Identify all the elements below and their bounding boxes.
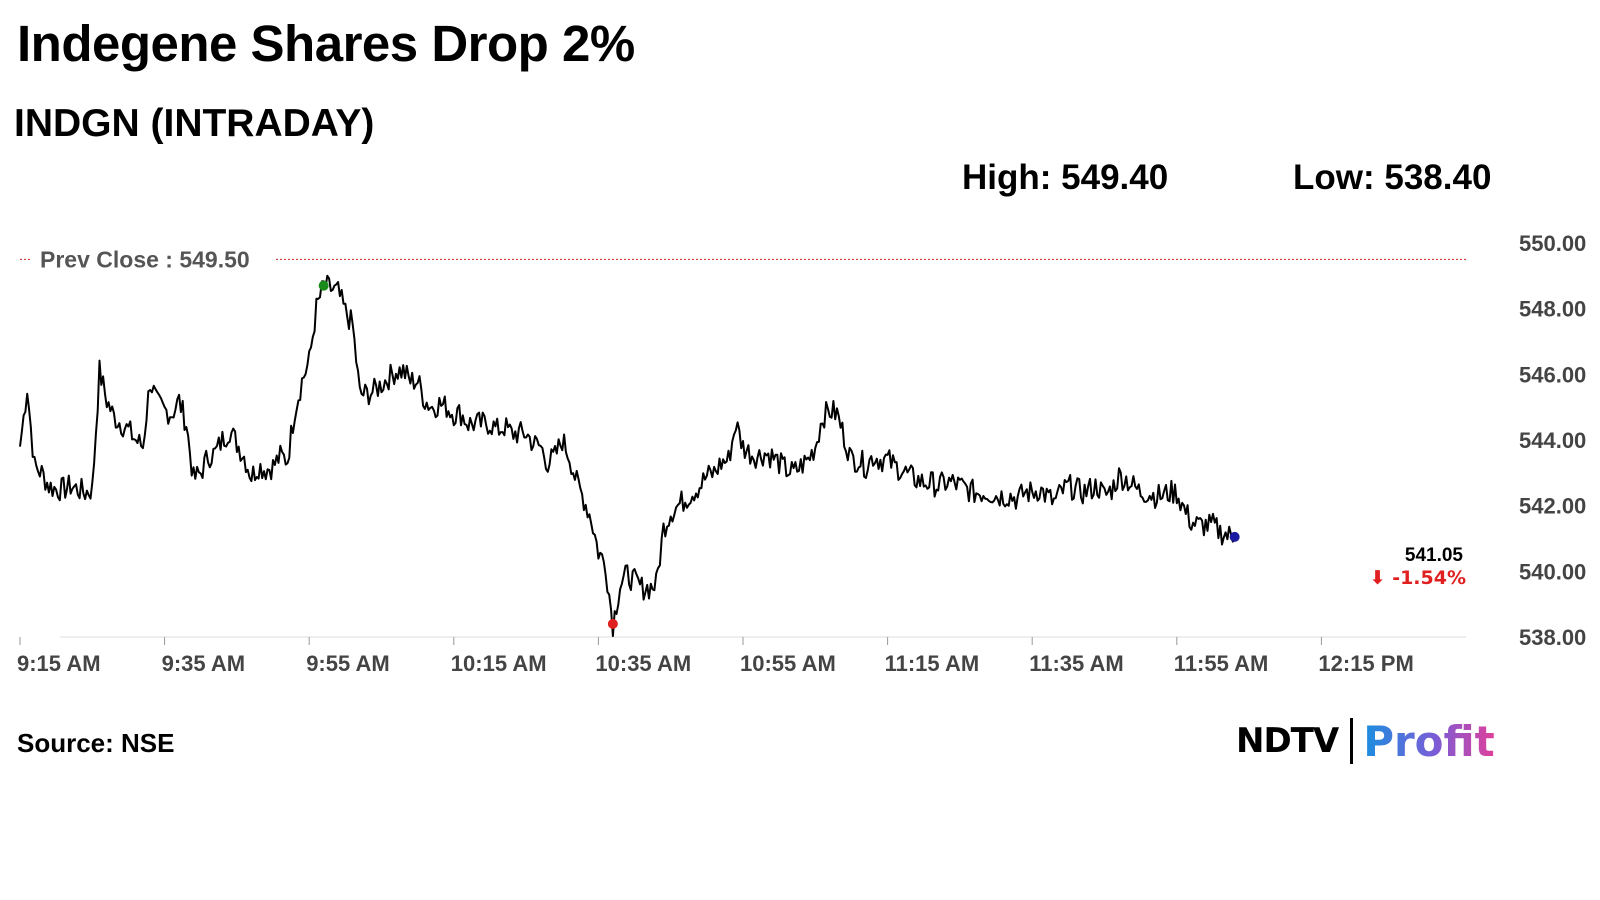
y-tick-label: 538.00 — [1519, 625, 1586, 650]
high-stat: High: 549.40 — [962, 158, 1169, 197]
chart-subtitle: INDGN (INTRADAY) — [14, 102, 375, 145]
y-tick-label: 542.00 — [1519, 494, 1586, 519]
low-stat: Low: 538.40 — [1293, 158, 1492, 197]
x-tick-label: 11:15 AM — [885, 651, 980, 676]
high-marker — [318, 280, 329, 291]
profit-wordmark: Profit — [1363, 716, 1495, 766]
x-tick-label: 12:15 PM — [1318, 651, 1413, 676]
x-tick-label: 10:15 AM — [451, 651, 547, 676]
intraday-line-chart: 550.00 548.00 546.00 544.00 542.00 540.00 538.… — [17, 231, 1586, 676]
price-series-line — [19, 274, 1236, 638]
y-tick-label: 550.00 — [1519, 231, 1586, 256]
change-label: ⬇ -1.54% — [1370, 567, 1466, 589]
last-price-marker — [1229, 531, 1240, 542]
x-tick-label: 10:55 AM — [740, 651, 836, 676]
y-tick-label: 544.00 — [1519, 428, 1586, 453]
x-tick-label: 11:55 AM — [1174, 651, 1269, 676]
y-tick-label: 546.00 — [1519, 362, 1586, 387]
low-marker — [607, 618, 618, 629]
y-axis: 550.00 548.00 546.00 544.00 542.00 540.00 538.… — [1519, 231, 1586, 650]
x-tick-label: 9:15 AM — [17, 651, 101, 676]
brand-divider — [1350, 718, 1354, 764]
x-tick-label: 9:55 AM — [306, 651, 390, 676]
prev-close-label: Prev Close : 549.50 — [40, 246, 250, 272]
y-tick-label: 540.00 — [1519, 559, 1586, 584]
page-title: Indegene Shares Drop 2% — [17, 15, 635, 72]
last-price-label: 541.05 — [1405, 545, 1464, 566]
y-tick-label: 548.00 — [1519, 297, 1586, 322]
x-tick-label: 10:35 AM — [595, 651, 691, 676]
brand-logo: NDTV Profit — [1236, 716, 1495, 766]
x-tick-label: 11:35 AM — [1029, 651, 1124, 676]
ndtv-wordmark: NDTV — [1236, 721, 1339, 761]
prev-close-label-bg — [32, 247, 274, 272]
x-axis: 9:15 AM 9:35 AM 9:55 AM 10:15 AM 10:35 AM 10:… — [17, 636, 1466, 676]
source-note: Source: NSE — [17, 728, 175, 758]
x-tick-label: 9:35 AM — [162, 651, 246, 676]
